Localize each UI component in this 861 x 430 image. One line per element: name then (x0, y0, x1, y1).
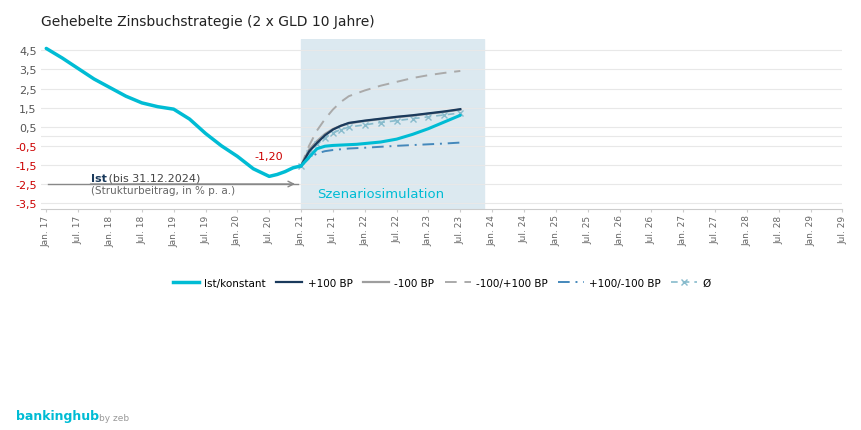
Text: Gehebelte Zinsbuchstrategie (2 x GLD 10 Jahre): Gehebelte Zinsbuchstrategie (2 x GLD 10 … (41, 15, 375, 29)
Text: (bis 31.12.2024): (bis 31.12.2024) (105, 173, 201, 184)
Legend: Ist/konstant, +100 BP, -100 BP, -100/+100 BP, +100/-100 BP, Ø: Ist/konstant, +100 BP, -100 BP, -100/+10… (169, 274, 715, 292)
Text: bankinghub: bankinghub (15, 409, 98, 422)
Bar (300, 40, 484, 209)
Text: by zeb: by zeb (99, 413, 129, 422)
Text: (Strukturbeitrag, in % p. a.): (Strukturbeitrag, in % p. a.) (90, 186, 235, 196)
Text: Ist: Ist (90, 173, 107, 184)
Text: -1,20: -1,20 (255, 151, 283, 161)
Text: Szenariosimulation: Szenariosimulation (317, 187, 443, 201)
